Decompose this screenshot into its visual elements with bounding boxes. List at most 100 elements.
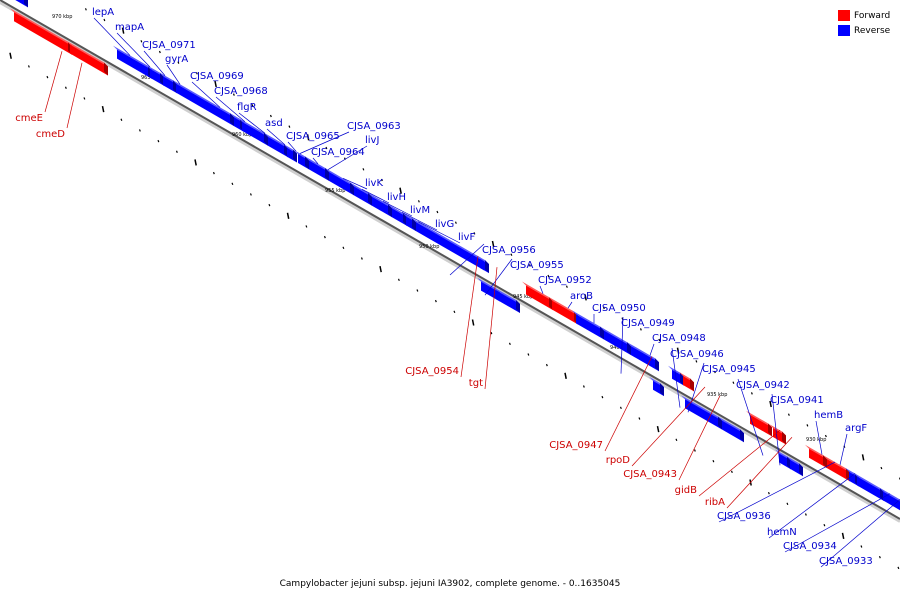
minor-tick	[767, 491, 770, 495]
minor-tick	[27, 65, 30, 68]
minor-tick	[175, 150, 178, 154]
minor-tick	[120, 118, 123, 121]
gene-front-face	[604, 330, 631, 356]
backbone-line	[0, 0, 900, 520]
gene-label: lepA	[92, 7, 114, 18]
gene-side-face	[325, 167, 329, 181]
leader-line	[678, 395, 721, 481]
gene-label: CJSA_0948	[652, 333, 706, 344]
major-tick	[121, 27, 125, 34]
major-tick	[471, 319, 475, 326]
gene-front-face	[576, 314, 604, 340]
gene-block	[718, 416, 744, 443]
gene-front-face	[496, 290, 520, 314]
minor-tick	[232, 93, 235, 96]
kbp-label: 955 kbp	[325, 188, 345, 194]
major-tick	[584, 294, 587, 301]
minor-tick	[639, 328, 642, 331]
gene-label: livK	[365, 178, 383, 189]
gene-top-face	[786, 455, 803, 468]
leader-line	[718, 461, 836, 523]
gene-front-face	[526, 285, 553, 311]
gene-label: tgt	[469, 378, 483, 389]
minor-tick	[268, 203, 271, 207]
gene-label: gyrA	[165, 54, 188, 65]
gene-side-face	[485, 260, 489, 274]
gene-label: livG	[435, 219, 454, 230]
minor-tick	[251, 104, 254, 107]
gene-top-face	[627, 342, 659, 363]
gene-side-face	[388, 204, 392, 218]
leader-line	[312, 157, 319, 165]
gene-front-face	[416, 222, 484, 271]
gene-label: CJSA_0956	[482, 245, 536, 256]
gene-side-face	[600, 326, 604, 340]
gene-front-face	[809, 448, 827, 469]
major-tick	[379, 265, 382, 273]
minor-tick	[693, 449, 696, 452]
major-tick	[306, 134, 310, 141]
minor-tick	[786, 502, 789, 506]
gene-front-face	[722, 420, 744, 443]
minor-tick	[880, 466, 883, 470]
minor-tick	[508, 342, 511, 346]
leader-line	[737, 378, 764, 456]
minor-tick	[582, 385, 585, 388]
minor-tick	[602, 306, 605, 310]
gene-side-face	[768, 423, 772, 437]
gene-top-face	[746, 410, 772, 428]
gene-top-face	[350, 182, 372, 197]
gene-block	[238, 117, 268, 146]
minor-tick	[231, 182, 234, 186]
minor-tick	[288, 125, 291, 128]
minor-tick	[527, 353, 530, 356]
gene-block	[476, 254, 489, 274]
gene-label: CJSA_0964	[311, 147, 365, 158]
leader-line	[539, 285, 544, 294]
gene-block	[402, 212, 416, 232]
gene-label: cmeD	[36, 129, 65, 140]
gene-block	[325, 167, 354, 196]
tick-marks	[9, 8, 900, 570]
gene-side-face	[660, 383, 664, 397]
minor-tick	[305, 225, 308, 228]
minor-tick	[342, 246, 345, 250]
leader-line	[44, 51, 63, 113]
minor-tick	[434, 299, 437, 303]
gene-label: CJSA_0971	[142, 40, 196, 51]
minor-tick	[601, 395, 604, 399]
leader-line	[484, 258, 513, 296]
minor-tick	[362, 168, 365, 171]
leader-line	[382, 201, 413, 217]
gene-label: CJSA_0949	[621, 318, 675, 329]
gene-block	[627, 342, 659, 372]
gene-front-face	[176, 83, 234, 127]
leader-line	[784, 493, 891, 553]
leader-line	[299, 131, 350, 154]
gene-front-face	[883, 491, 900, 511]
gene-block	[746, 410, 772, 437]
gene-side-face	[627, 342, 631, 356]
gene-label: CJSA_0945	[702, 364, 756, 375]
kbp-label: 945 kbp	[513, 294, 533, 300]
gene-side-face	[368, 192, 372, 206]
gene-top-face	[325, 167, 354, 187]
minor-tick	[360, 257, 363, 260]
gene-label: asd	[265, 118, 283, 129]
leader-line	[266, 128, 286, 146]
minor-tick	[750, 392, 753, 395]
gene-top-face	[477, 277, 500, 293]
gene-block	[172, 79, 234, 127]
gene-top-face	[769, 423, 786, 436]
minor-tick	[787, 413, 790, 416]
minor-tick	[454, 221, 457, 224]
minor-tick	[212, 171, 215, 175]
gene-top-face	[264, 132, 288, 149]
leader-line	[417, 221, 461, 244]
minor-tick	[140, 40, 143, 43]
gene-top-face	[305, 156, 329, 172]
leader-line	[620, 316, 624, 374]
gene-front-face	[481, 281, 500, 302]
forward-swatch	[838, 10, 850, 21]
minor-tick	[249, 193, 252, 196]
